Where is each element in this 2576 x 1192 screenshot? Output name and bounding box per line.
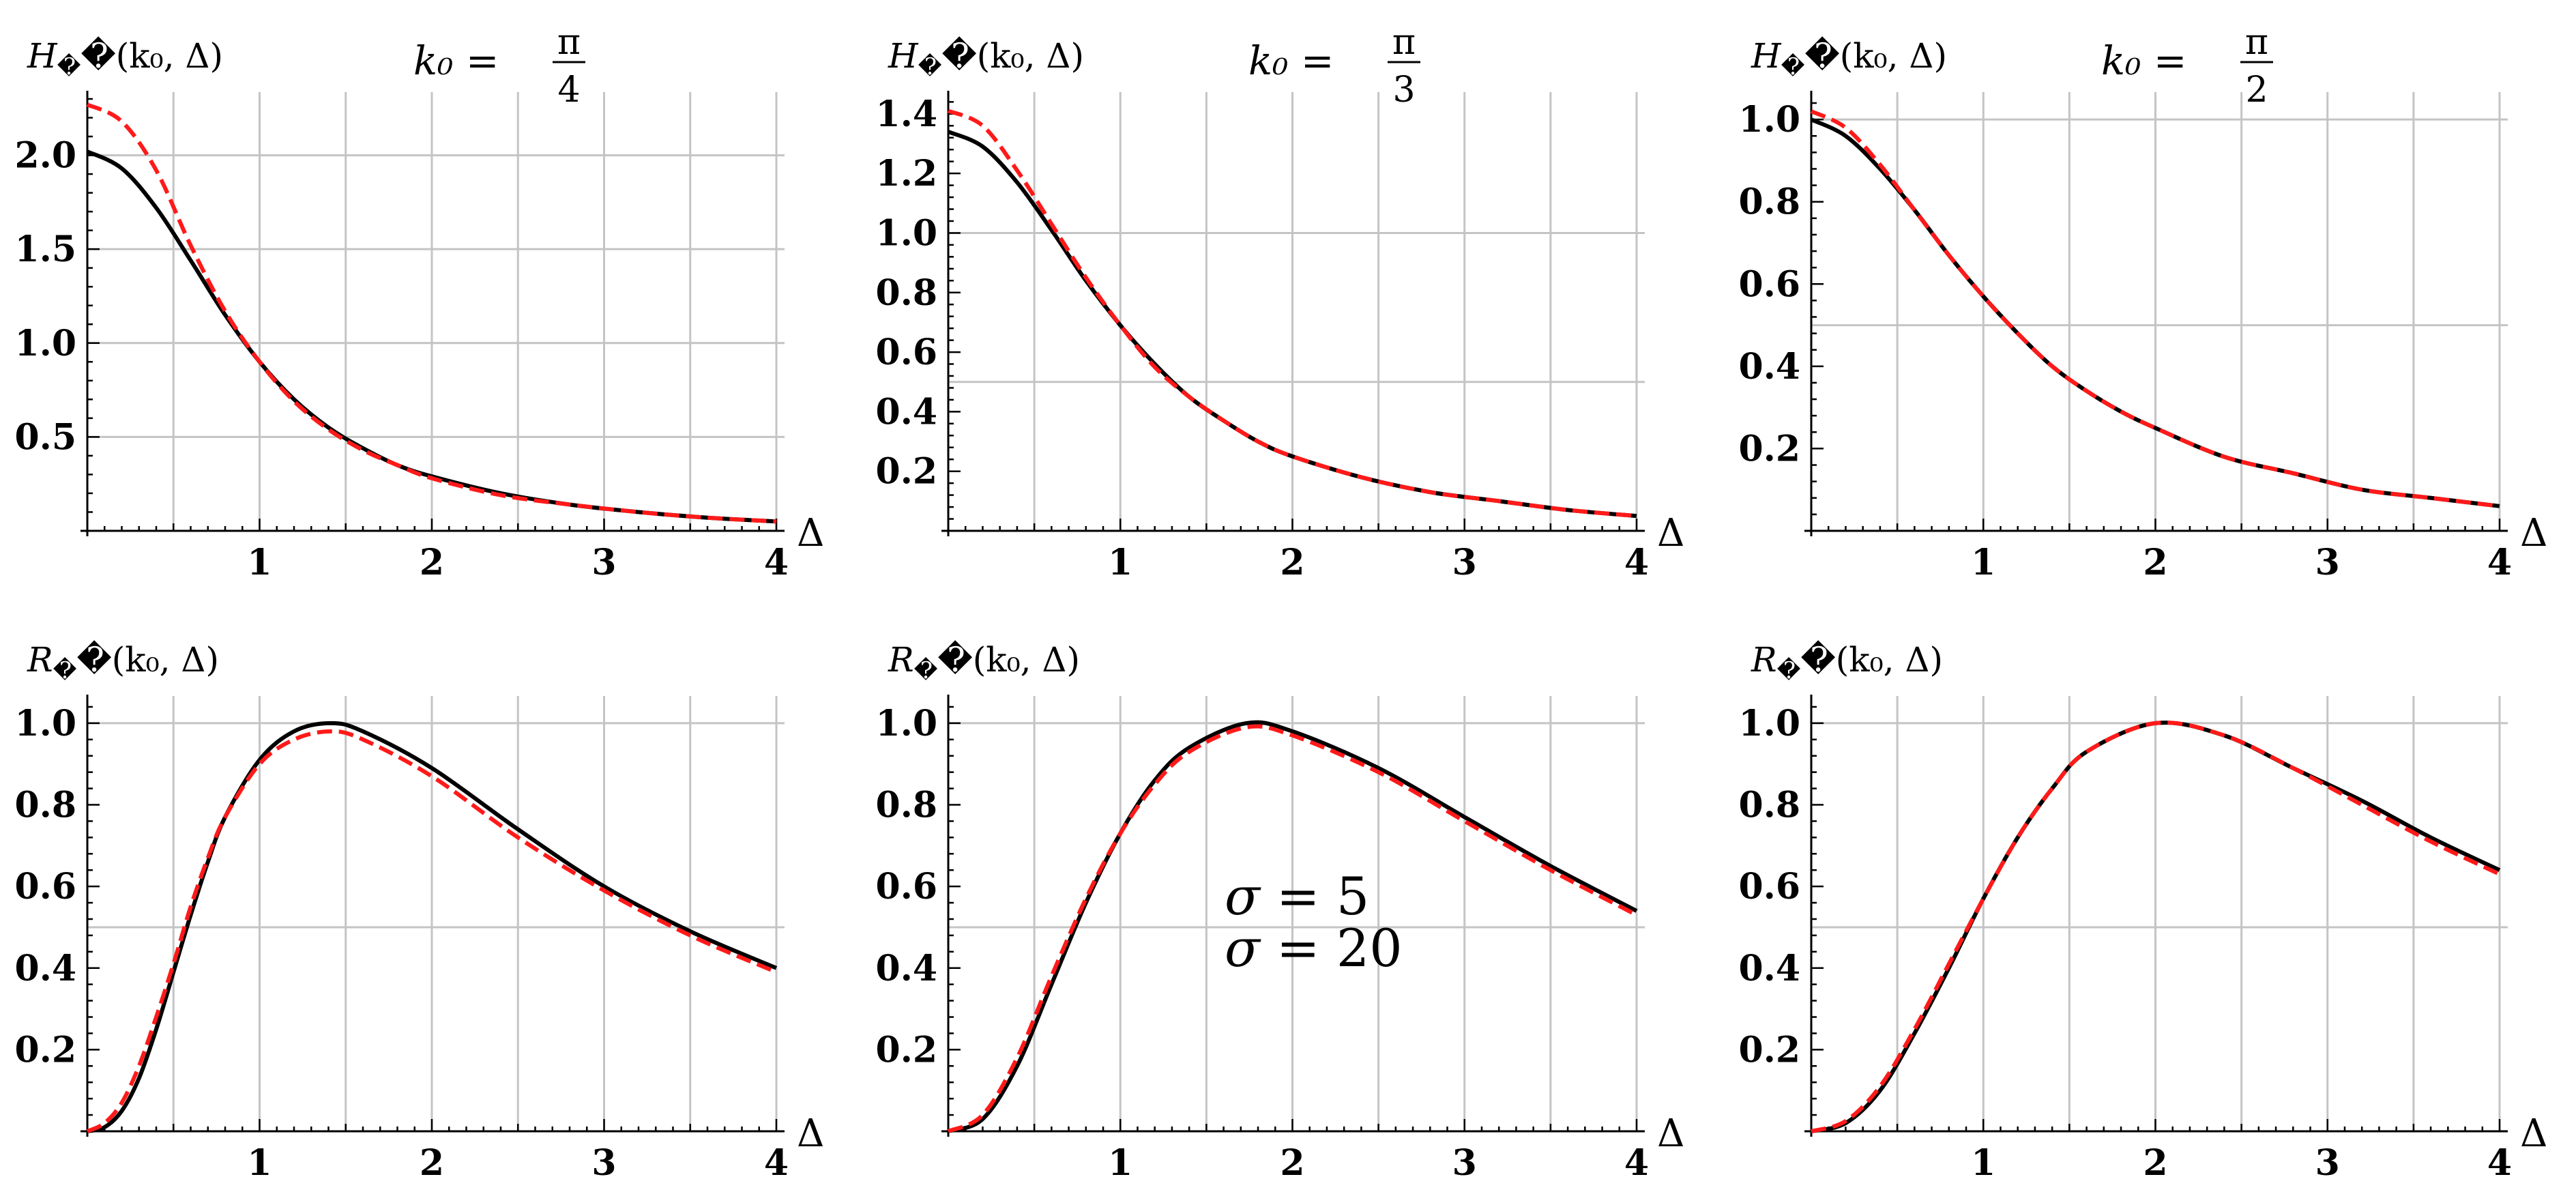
legend-entry: σ = 5 xyxy=(1225,866,1369,927)
x-tick-label: 3 xyxy=(2315,542,2340,583)
y-tick-label: 0.2 xyxy=(1739,1029,1800,1071)
y-tick-label: 1.0 xyxy=(876,703,937,744)
x-tick-label: 4 xyxy=(1624,1142,1649,1184)
x-tick-label: 3 xyxy=(2315,1142,2340,1184)
y-tick-label: 0.5 xyxy=(15,416,76,458)
y-tick-label: 0.8 xyxy=(1739,785,1800,826)
y-tick-label: 0.2 xyxy=(1739,428,1800,469)
x-tick-label: 2 xyxy=(1280,1142,1304,1184)
y-tick-label: 0.4 xyxy=(876,391,937,433)
y-tick-label: 1.0 xyxy=(15,703,76,744)
title-denominator: 3 xyxy=(1392,70,1415,111)
y-tick-label: 0.8 xyxy=(876,272,937,314)
y-tick-label: 0.6 xyxy=(876,332,937,373)
y-tick-label: 0.4 xyxy=(15,948,76,989)
y-tick-label: 0.6 xyxy=(1739,263,1800,305)
y-axis-label: H𝒢(k₀, Δ) xyxy=(27,36,223,81)
series-line-dashed-red xyxy=(1811,721,2501,1133)
panel-title: k₀ = π 4 xyxy=(413,22,585,111)
y-tick-label: 1.2 xyxy=(876,153,937,194)
panel-1: 1 2 3 4 0.5 1.0 1.5 2.0 Δ H𝒢(k₀, Δ) k₀ = π 4 xyxy=(15,22,825,583)
x-axis-label: Δ xyxy=(797,1111,824,1156)
y-tick-label: 1.0 xyxy=(15,323,76,364)
x-axis-label: Δ xyxy=(797,511,824,555)
panel-title: k₀ = π 3 xyxy=(1248,22,1420,111)
y-tick-label: 1.5 xyxy=(15,229,76,270)
series-line-solid-black xyxy=(947,720,1638,1133)
x-tick-label: 3 xyxy=(591,1142,616,1184)
y-tick-label: 0.4 xyxy=(876,948,937,989)
y-tick-label: 0.6 xyxy=(876,866,937,907)
x-tick-label: 4 xyxy=(764,542,789,583)
x-axis-label: Δ xyxy=(2520,511,2547,555)
y-axis-label: H𝒢(k₀, Δ) xyxy=(1751,36,1947,81)
legend: σ = 5σ = 20 xyxy=(1225,866,1403,978)
y-tick-label: 0.8 xyxy=(15,785,76,826)
series-line-dashed-red xyxy=(947,108,1637,519)
title-denominator: 2 xyxy=(2245,70,2268,111)
title-numerator: π xyxy=(1392,22,1416,63)
y-tick-label: 0.8 xyxy=(876,785,937,826)
y-tick-label: 0.8 xyxy=(1739,181,1800,223)
x-tick-label: 2 xyxy=(1280,542,1304,583)
x-tick-label: 1 xyxy=(1971,1142,1995,1184)
y-tick-label: 1.0 xyxy=(1739,703,1800,744)
panel-3: 1 2 3 4 0.2 0.4 0.6 0.8 1.0 Δ H𝒢(k₀, Δ) k₀ = π 2 xyxy=(1739,22,2548,583)
x-axis-label: Δ xyxy=(1657,1111,1684,1156)
y-tick-label: 1.0 xyxy=(876,212,937,254)
x-tick-label: 3 xyxy=(1452,542,1477,583)
x-tick-label: 1 xyxy=(1108,1142,1132,1184)
series-line-dashed-red xyxy=(1810,109,2500,508)
y-tick-label: 1.0 xyxy=(1739,99,1800,141)
x-tick-label: 2 xyxy=(420,542,444,583)
title-numerator: π xyxy=(557,22,581,63)
panel-2: 1 2 3 4 0.2 0.4 0.6 0.8 1.0 1.2 1.4 Δ H𝒢(k₀, Δ) k₀ = π… xyxy=(876,22,1685,583)
title-lhs: k₀ = xyxy=(413,38,499,84)
x-tick-label: 1 xyxy=(1971,542,1995,583)
y-tick-label: 0.4 xyxy=(1739,948,1800,989)
x-tick-label: 1 xyxy=(247,542,272,583)
series-line-dashed-red xyxy=(86,729,778,1133)
panel-4: 1 2 3 4 0.2 0.4 0.6 0.8 1.0 Δ R𝒢(k₀, Δ) xyxy=(15,640,825,1184)
x-tick-label: 4 xyxy=(2487,542,2512,583)
y-tick-label: 0.2 xyxy=(876,1029,937,1071)
y-tick-label: 1.4 xyxy=(876,93,937,135)
title-lhs: k₀ = xyxy=(2101,38,2186,84)
x-tick-label: 2 xyxy=(2143,1142,2167,1184)
y-tick-label: 2.0 xyxy=(15,135,76,177)
y-tick-label: 0.6 xyxy=(15,866,76,907)
x-tick-label: 3 xyxy=(591,542,616,583)
x-tick-label: 4 xyxy=(764,1142,789,1184)
x-tick-label: 1 xyxy=(247,1142,272,1184)
x-tick-label: 4 xyxy=(2487,1142,2512,1184)
title-numerator: π xyxy=(2245,22,2268,63)
x-tick-label: 3 xyxy=(1452,1142,1477,1184)
legend-entry: σ = 20 xyxy=(1225,918,1403,978)
y-tick-label: 0.2 xyxy=(15,1029,76,1071)
x-tick-label: 4 xyxy=(1624,542,1649,583)
panel-6: 1 2 3 4 0.2 0.4 0.6 0.8 1.0 Δ R𝒢(k₀, Δ) xyxy=(1739,640,2548,1184)
y-axis-label: R𝒢(k₀, Δ) xyxy=(1751,640,1943,684)
x-tick-label: 2 xyxy=(2143,542,2167,583)
y-axis-label: R𝒢(k₀, Δ) xyxy=(888,640,1080,684)
series-line-dashed-red xyxy=(86,102,777,524)
y-axis-label: R𝒢(k₀, Δ) xyxy=(27,640,219,684)
y-axis-label: H𝒢(k₀, Δ) xyxy=(888,36,1084,81)
title-lhs: k₀ = xyxy=(1248,38,1334,84)
x-tick-label: 1 xyxy=(1108,542,1132,583)
y-tick-label: 0.2 xyxy=(876,451,937,493)
series-line-dashed-red xyxy=(947,724,1638,1133)
x-axis-label: Δ xyxy=(2520,1111,2547,1156)
x-axis-label: Δ xyxy=(1657,511,1684,555)
series-line-solid-black xyxy=(87,721,778,1133)
y-tick-label: 0.6 xyxy=(1739,866,1800,907)
panel-title: k₀ = π 2 xyxy=(2101,22,2273,111)
title-denominator: 4 xyxy=(557,70,580,111)
panel-5: 1 2 3 4 0.2 0.4 0.6 0.8 1.0 Δ R𝒢(k₀, Δ) σ = 5σ = 20 xyxy=(876,640,1685,1184)
y-tick-label: 0.4 xyxy=(1739,346,1800,388)
x-tick-label: 2 xyxy=(420,1142,444,1184)
